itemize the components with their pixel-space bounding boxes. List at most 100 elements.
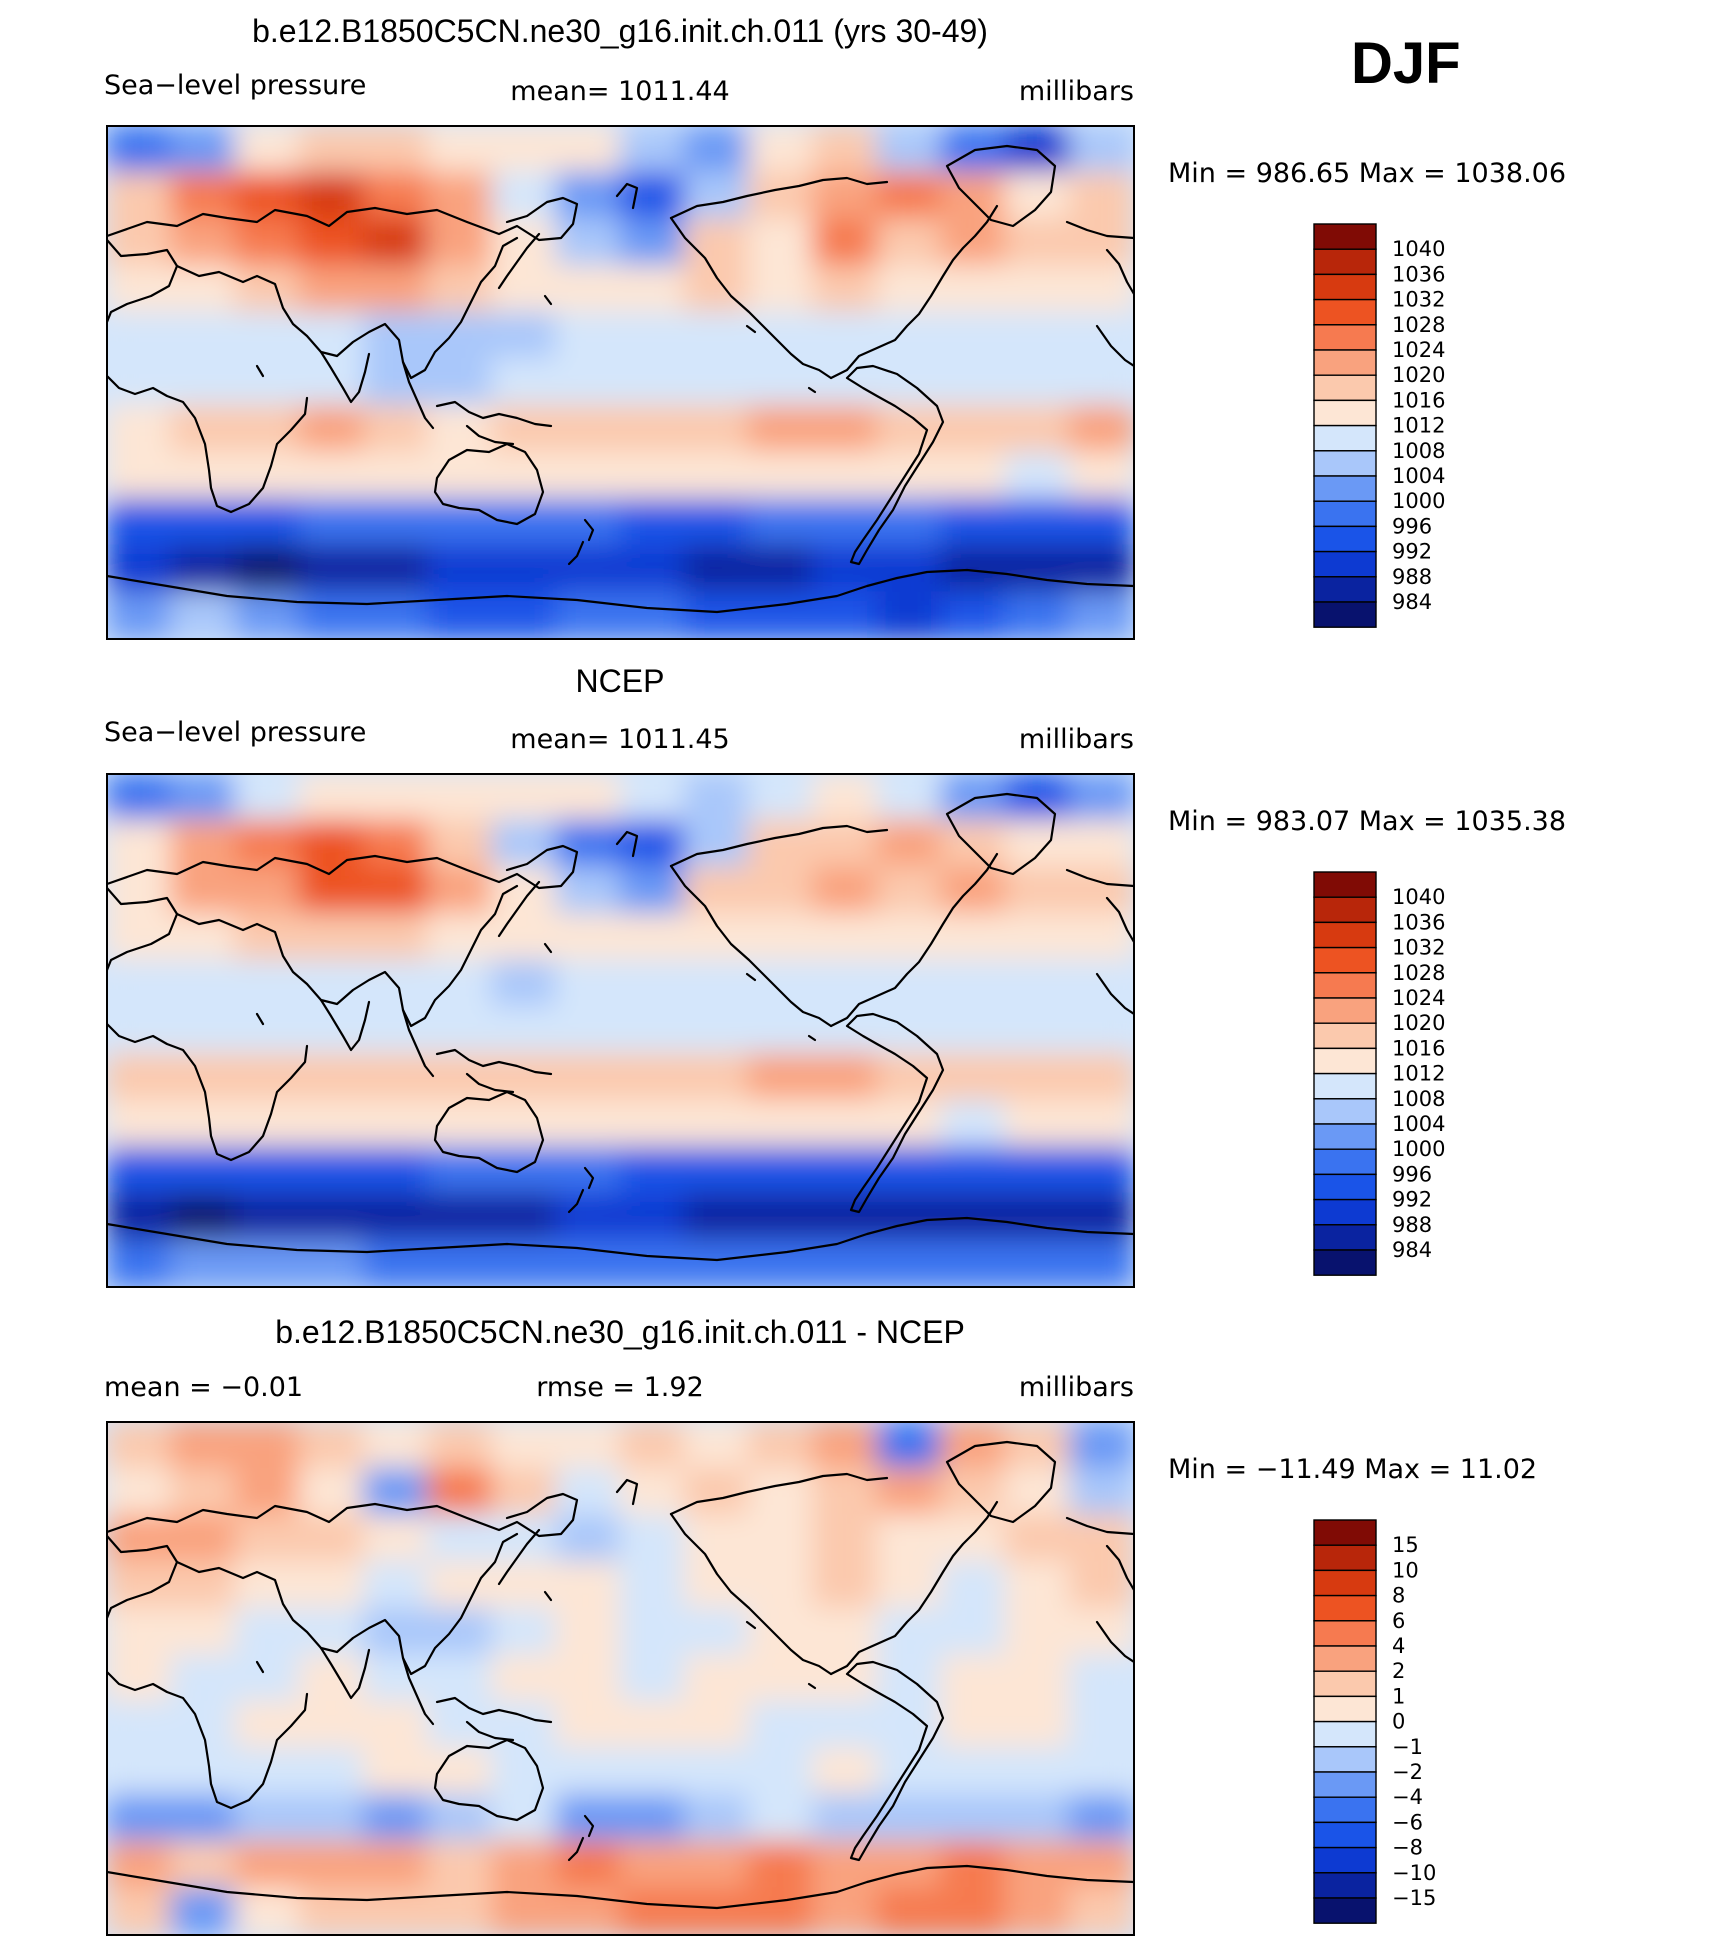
- field-cell: [1004, 171, 1071, 221]
- field-cell: [298, 544, 365, 594]
- field-cell: [812, 126, 879, 174]
- field-cell: [1068, 1422, 1134, 1470]
- field-cell: [555, 1840, 622, 1890]
- colorbar-tick-label: −2: [1392, 1760, 1423, 1784]
- field-cell: [491, 171, 558, 221]
- field-cell: [491, 912, 558, 962]
- field-cell: [812, 1422, 879, 1470]
- field-cell: [298, 1006, 365, 1055]
- colorbar-tick-label: 1012: [1392, 414, 1445, 438]
- field-cell: [107, 1146, 173, 1195]
- field-cell: [683, 1146, 750, 1195]
- panel-center-subtitle: rmse = 1.92: [536, 1372, 704, 1403]
- colorbar-tick-label: −8: [1392, 1836, 1423, 1860]
- field-cell: [619, 819, 686, 869]
- field-cell: [1004, 451, 1071, 501]
- field-cell: [362, 1146, 429, 1195]
- field-cell: [234, 866, 301, 915]
- colorbar-tick-label: 1000: [1392, 489, 1445, 513]
- field-cell: [876, 774, 943, 822]
- field-cell: [683, 404, 750, 454]
- field-cell: [107, 358, 173, 407]
- colorbar-box: [1313, 1670, 1377, 1698]
- field-cell: [555, 1192, 622, 1242]
- field-cell: [619, 358, 686, 407]
- field-cell: [298, 1840, 365, 1890]
- colorbar-tick-label: 1032: [1392, 288, 1445, 312]
- field-cell: [555, 1560, 622, 1610]
- field-cell: [234, 218, 301, 267]
- field-cell: [1004, 218, 1071, 267]
- field-cell: [426, 311, 494, 361]
- field-cell: [426, 1514, 494, 1563]
- field-cell: [1004, 1700, 1071, 1750]
- field-cell: [940, 1654, 1007, 1703]
- field-cell: [747, 1560, 815, 1610]
- colorbar-box: [1313, 1771, 1377, 1798]
- field-cell: [619, 1747, 686, 1797]
- field-cell: [170, 959, 237, 1009]
- panel-ncep: NCEP Sea−level pressure mean= 1011.45 mi…: [104, 663, 1566, 1288]
- colorbar-tick-label: 988: [1392, 565, 1432, 589]
- colorbar-box: [1313, 1148, 1377, 1176]
- field-cell: [747, 1840, 815, 1890]
- field-cell: [426, 264, 494, 314]
- field-cell: [491, 1560, 558, 1610]
- field-cell: [362, 126, 429, 174]
- field-cell: [1068, 591, 1134, 639]
- field-cell: [1068, 358, 1134, 407]
- field-cell: [298, 819, 365, 869]
- field-cell: [876, 171, 943, 221]
- colorbar-box: [1313, 525, 1377, 553]
- field-cell: [107, 1052, 173, 1102]
- field-cell: [683, 1794, 750, 1843]
- field-cell: [1068, 959, 1134, 1009]
- field-cell: [170, 1654, 237, 1703]
- colorbar-tick-label: −4: [1392, 1785, 1423, 1809]
- field-cell: [555, 218, 622, 267]
- field-cell: [107, 1099, 173, 1149]
- field-cell: [940, 451, 1007, 501]
- field-cell: [426, 774, 494, 822]
- field-cell: [876, 404, 943, 454]
- field-cell: [107, 1654, 173, 1703]
- field-cell: [940, 1514, 1007, 1563]
- field-cell: [876, 912, 943, 962]
- field-layer: [107, 126, 1134, 639]
- colorbar-tick-label: 996: [1392, 514, 1432, 538]
- field-cell: [876, 1514, 943, 1563]
- field-cell: [170, 1887, 237, 1935]
- field-cell: [683, 451, 750, 501]
- field-cell: [747, 264, 815, 314]
- colorbar-box: [1313, 1594, 1377, 1622]
- colorbar-tick-label: 6: [1392, 1609, 1405, 1633]
- field-cell: [170, 311, 237, 361]
- field-cell: [1004, 1006, 1071, 1055]
- field-cell: [555, 1607, 622, 1657]
- field-cell: [1068, 264, 1134, 314]
- field-cell: [683, 774, 750, 822]
- colorbar-tick-label: 1004: [1392, 1112, 1445, 1136]
- field-cell: [747, 358, 815, 407]
- field-cell: [555, 1700, 622, 1750]
- field-cell: [1068, 1467, 1134, 1517]
- field-cell: [940, 1560, 1007, 1610]
- colorbar-tick-label: 1036: [1392, 262, 1445, 286]
- colorbar-tick-label: 2: [1392, 1659, 1405, 1683]
- field-cell: [1004, 591, 1071, 639]
- field-cell: [683, 311, 750, 361]
- map-frame: [106, 125, 1135, 640]
- field-cell: [619, 1239, 686, 1287]
- field-cell: [747, 866, 815, 915]
- field-cell: [683, 358, 750, 407]
- field-cell: [1004, 1747, 1071, 1797]
- field-cell: [683, 1747, 750, 1797]
- field-cell: [747, 959, 815, 1009]
- panel-center-subtitle: mean= 1011.44: [510, 76, 729, 107]
- field-cell: [555, 1006, 622, 1055]
- field-cell: [747, 218, 815, 267]
- field-cell: [812, 404, 879, 454]
- field-cell: [491, 1607, 558, 1657]
- field-cell: [683, 1192, 750, 1242]
- field-cell: [362, 1747, 429, 1797]
